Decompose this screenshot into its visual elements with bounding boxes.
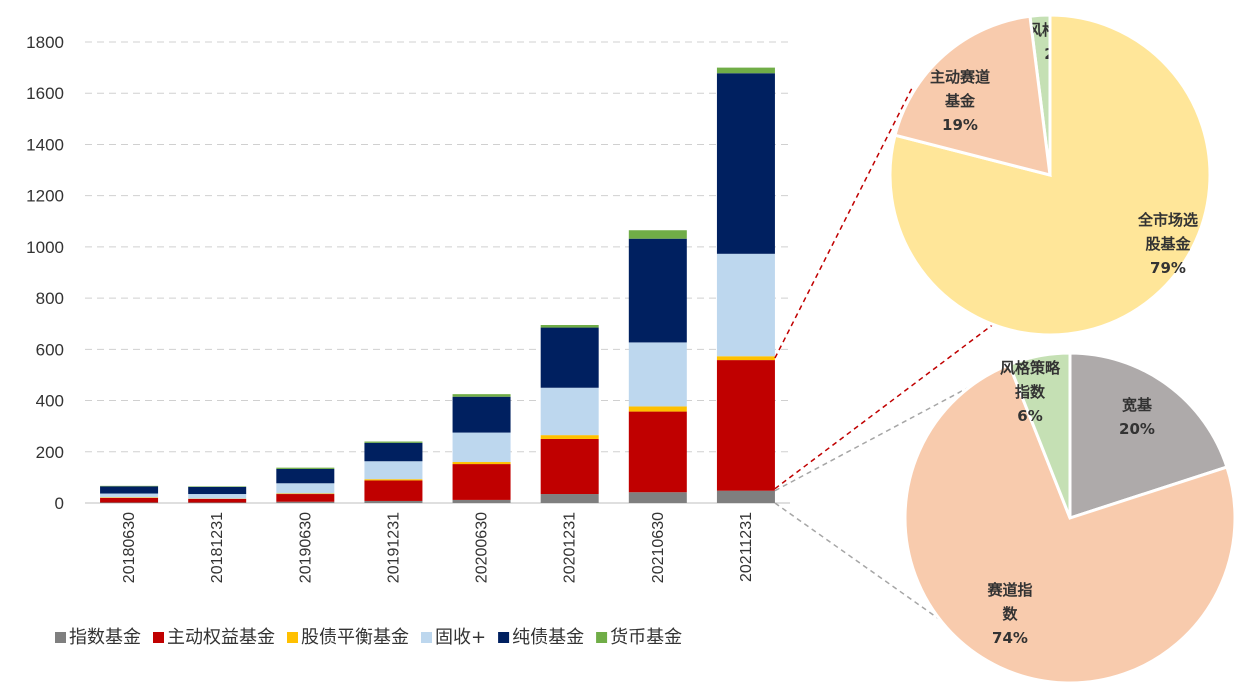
pie-label: 20% — [1119, 420, 1155, 438]
legend-swatch — [55, 632, 66, 643]
bar-segment — [628, 406, 687, 412]
bar-segment — [364, 461, 423, 480]
pie-label: 74% — [992, 629, 1028, 647]
bar-segment — [364, 500, 423, 503]
bar-segment — [100, 493, 159, 498]
bar-segment — [276, 467, 335, 469]
y-tick-label: 600 — [36, 340, 64, 359]
y-tick-label: 1200 — [26, 187, 64, 206]
bar-segment — [276, 493, 335, 495]
legend-label: 股债平衡基金 — [301, 627, 409, 648]
bar-segment — [540, 494, 599, 503]
pie-label: 19% — [942, 116, 978, 134]
y-tick-label: 0 — [55, 494, 64, 513]
bar-segment — [452, 432, 511, 463]
legend-label: 纯债基金 — [512, 627, 584, 648]
bar-segment — [100, 486, 159, 494]
legend-swatch — [153, 632, 164, 643]
connector-line — [774, 87, 913, 359]
bar-segment — [452, 394, 511, 397]
pie-label: 宽基 — [1121, 396, 1153, 414]
pie-slice — [1007, 351, 1072, 519]
legend-swatch — [498, 632, 510, 643]
x-tick-label: 20210630 — [650, 512, 667, 583]
pie-slice — [1068, 351, 1229, 521]
pie-label: 79% — [1150, 259, 1186, 277]
bar-segment — [628, 238, 687, 343]
pie-slice — [903, 362, 1237, 684]
legend-label: 主动权益基金 — [167, 627, 275, 648]
bar-segment — [364, 480, 423, 501]
bar-segment — [452, 464, 511, 500]
legend-label: 指数基金 — [69, 627, 141, 648]
bar-segment — [716, 490, 775, 503]
bar-segment — [716, 67, 775, 74]
pie-label: 主动赛道 — [930, 68, 990, 86]
pie-label: 风格策略 — [1000, 359, 1061, 377]
bar-segment — [276, 483, 335, 494]
bar-segment — [364, 441, 423, 443]
pie-label: 6% — [1017, 407, 1042, 425]
bar-segment — [628, 492, 687, 503]
x-tick-label: 20180630 — [121, 512, 138, 583]
y-tick-label: 1600 — [26, 84, 64, 103]
y-tick-label: 400 — [36, 392, 64, 411]
bar-segment — [540, 387, 599, 436]
bar-segment — [100, 497, 159, 503]
legend-swatch — [287, 632, 298, 643]
x-tick-label: 20181231 — [209, 512, 226, 583]
x-tick-label: 20200630 — [474, 512, 491, 583]
bar-segment — [540, 438, 599, 495]
bar-segment — [276, 494, 335, 502]
x-tick-label: 20211231 — [738, 512, 755, 582]
legend-label: 固收+ — [435, 627, 486, 648]
bar-segment — [188, 498, 247, 503]
pie-label: 股基金 — [1145, 235, 1191, 253]
bar-segment — [276, 501, 335, 503]
bar-segment — [188, 486, 247, 495]
x-tick-label: 20201231 — [562, 512, 579, 583]
bar-segment — [540, 327, 599, 388]
bar-segment — [188, 502, 247, 503]
bar-segment — [100, 485, 159, 487]
bar-segment — [364, 479, 423, 481]
bar-segment — [716, 356, 775, 361]
bar-segment — [716, 253, 775, 357]
bar-segment — [628, 342, 687, 407]
pie-label: 赛道指 — [986, 581, 1032, 599]
bar-segment — [540, 435, 599, 439]
connector-line — [774, 322, 996, 490]
y-tick-label: 800 — [36, 289, 64, 308]
bar-segment — [452, 462, 511, 465]
bar-segment — [276, 468, 335, 484]
pie-label: 全市场选 — [1137, 211, 1198, 229]
y-tick-label: 1400 — [26, 135, 64, 154]
pie-label: 指数 — [1015, 383, 1046, 401]
pie-label: 数 — [1002, 605, 1018, 623]
y-tick-label: 1000 — [26, 238, 64, 257]
bar-segment — [452, 499, 511, 503]
bar-segment — [364, 442, 423, 462]
x-tick-label: 20190630 — [297, 512, 314, 583]
legend-label: 货币基金 — [610, 627, 682, 648]
bar-segment — [188, 486, 247, 487]
pie-label: 基金 — [944, 92, 976, 110]
bar-segment — [716, 360, 775, 491]
bar-segment — [100, 497, 159, 498]
bar-segment — [100, 502, 159, 503]
pie-slice — [893, 14, 1052, 178]
bar-segment — [628, 230, 687, 239]
bar-segment — [452, 396, 511, 433]
x-tick-label: 20191231 — [385, 512, 402, 583]
bar-segment — [188, 494, 247, 499]
y-tick-label: 1800 — [26, 33, 64, 52]
bar-segment — [716, 73, 775, 254]
y-tick-label: 200 — [36, 443, 64, 462]
legend-swatch — [421, 632, 432, 643]
legend-swatch — [596, 632, 608, 643]
bar-segment — [628, 411, 687, 493]
bar-segment — [540, 325, 599, 328]
